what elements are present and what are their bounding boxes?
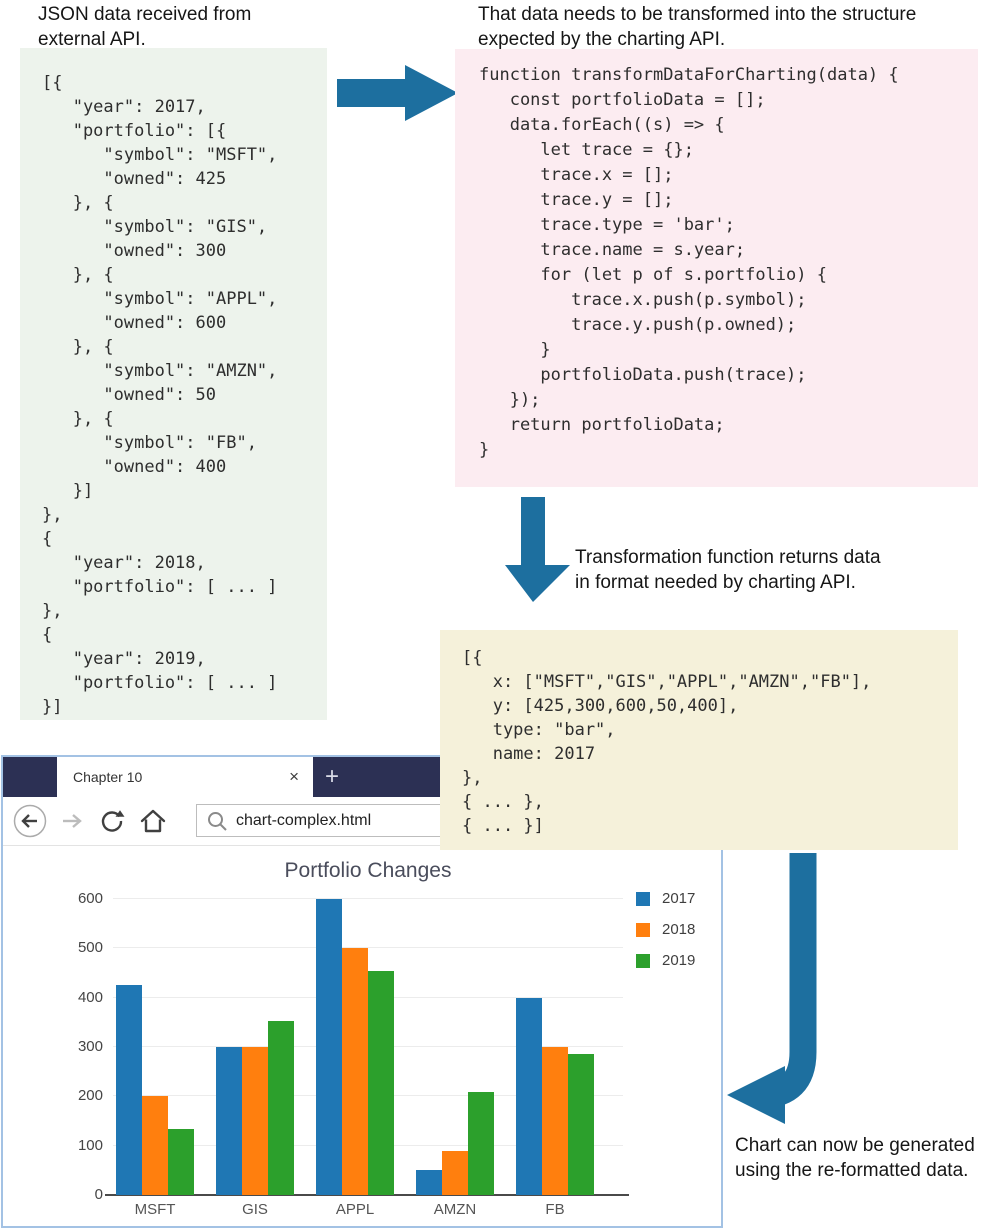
x-tick-label: MSFT — [134, 1201, 176, 1218]
bar-2018-msft — [142, 1096, 168, 1195]
search-icon — [208, 811, 227, 831]
y-tick-label: 400 — [77, 988, 103, 1006]
bar-2019-gis — [268, 1021, 294, 1195]
bar-group-amzn — [416, 899, 494, 1195]
x-tick-label: GIS — [242, 1201, 268, 1218]
bar-2018-fb — [542, 1047, 568, 1195]
legend-label: 2018 — [662, 921, 696, 938]
bar-2019-msft — [168, 1129, 194, 1195]
bar-2017-fb — [516, 997, 542, 1195]
legend-swatch-icon — [636, 922, 650, 937]
forward-button-icon[interactable] — [57, 806, 87, 836]
bar-2017-amzn — [416, 1170, 442, 1195]
back-button-icon[interactable] — [13, 804, 47, 838]
code-block-transform-fn: function transformDataForCharting(data) … — [455, 49, 978, 487]
x-axis-line — [105, 1194, 629, 1196]
chart-plot-area: 0 100 200 300 400 500 600 MSFT GIS APPL AMZN FB — [78, 890, 629, 1218]
arrow-right-icon — [337, 65, 458, 121]
y-tick-label: 600 — [77, 890, 103, 907]
caption-returns: Transformation function returns data in … — [575, 547, 881, 593]
y-tick-label: 0 — [94, 1186, 103, 1203]
tab-title: Chapter 10 — [73, 769, 143, 785]
reload-button-icon[interactable] — [97, 806, 127, 836]
arrow-curve-left-icon — [727, 853, 817, 1124]
caption-chart-generated: Chart can now be generated using the re-… — [735, 1135, 975, 1181]
home-button-icon[interactable] — [137, 805, 169, 837]
bar-2017-msft — [116, 985, 142, 1195]
legend-label: 2019 — [662, 952, 696, 969]
tab-close-icon[interactable]: × — [289, 767, 299, 786]
arrow-down-icon — [505, 497, 570, 602]
new-tab-button[interactable]: + — [325, 763, 340, 790]
bar-group-fb — [516, 899, 594, 1195]
bar-group-msft — [116, 899, 194, 1195]
legend-swatch-icon — [636, 953, 650, 968]
bar-2017-appl — [316, 899, 342, 1195]
legend-item-2018[interactable]: 2018 — [636, 921, 695, 938]
caption-json-source: JSON data received from external API. — [38, 4, 252, 50]
y-tick-label: 200 — [77, 1087, 103, 1105]
y-tick-label: 500 — [77, 939, 103, 957]
x-tick-label: FB — [545, 1201, 565, 1218]
bar-2018-gis — [242, 1047, 268, 1195]
browser-tab[interactable]: Chapter 10 × — [57, 757, 313, 797]
y-tick-label: 100 — [77, 1136, 103, 1154]
bar-2017-gis — [216, 1047, 242, 1195]
caption-transform: That data needs to be transformed into t… — [478, 4, 917, 50]
legend-item-2019[interactable]: 2019 — [636, 952, 695, 969]
legend-item-2017[interactable]: 2017 — [636, 890, 695, 907]
code-block-source-json: [{ "year": 2017, "portfolio": [{ "symbol… — [20, 48, 327, 720]
bar-group-appl — [316, 899, 394, 1195]
chart-title: Portfolio Changes — [284, 859, 452, 882]
bar-group-gis — [216, 899, 294, 1195]
code-block-chart-input: [{ x: ["MSFT","GIS","APPL","AMZN","FB"],… — [440, 630, 958, 850]
bar-2019-appl — [368, 970, 394, 1195]
y-tick-label: 300 — [77, 1038, 103, 1055]
x-tick-label: AMZN — [433, 1201, 477, 1218]
legend-swatch-icon — [636, 891, 650, 906]
gridline — [113, 947, 623, 949]
x-tick-label: APPL — [335, 1201, 375, 1218]
gridline — [113, 898, 623, 899]
bar-2018-appl — [342, 948, 368, 1195]
chart-legend: 2017 2018 2019 — [636, 890, 695, 983]
bar-2018-amzn — [442, 1150, 468, 1195]
bar-2019-amzn — [468, 1092, 494, 1195]
bar-2019-fb — [568, 1054, 594, 1195]
legend-label: 2017 — [662, 890, 696, 907]
url-text: chart-complex.html — [236, 811, 372, 829]
